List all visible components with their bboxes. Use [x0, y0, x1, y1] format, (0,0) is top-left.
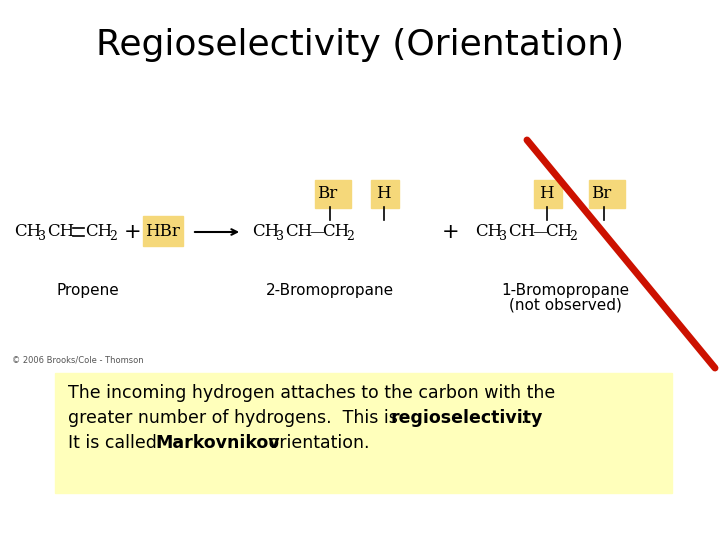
Text: orientation.: orientation. — [263, 434, 369, 452]
Text: .: . — [520, 409, 526, 427]
Text: CH: CH — [508, 224, 535, 240]
Text: CH: CH — [285, 224, 312, 240]
Text: +: + — [124, 222, 142, 242]
FancyBboxPatch shape — [315, 180, 351, 208]
Text: 3: 3 — [38, 231, 46, 244]
Text: Markovnikov: Markovnikov — [155, 434, 279, 452]
Text: H: H — [539, 186, 554, 202]
Text: 3: 3 — [276, 231, 284, 244]
Text: —: — — [532, 225, 547, 239]
Text: —: — — [309, 225, 324, 239]
Text: The incoming hydrogen attaches to the carbon with the: The incoming hydrogen attaches to the ca… — [68, 384, 555, 402]
Text: CH: CH — [322, 224, 349, 240]
Text: CH: CH — [47, 224, 74, 240]
Text: greater number of hydrogens.  This is: greater number of hydrogens. This is — [68, 409, 403, 427]
Text: regioselectivity: regioselectivity — [390, 409, 542, 427]
Text: +: + — [442, 222, 459, 242]
Text: CH: CH — [14, 224, 41, 240]
Text: CH: CH — [545, 224, 572, 240]
Text: CH: CH — [475, 224, 503, 240]
Text: CH: CH — [85, 224, 112, 240]
Text: 3: 3 — [499, 231, 507, 244]
Text: It is called: It is called — [68, 434, 163, 452]
Text: 2-Bromopropane: 2-Bromopropane — [266, 282, 394, 298]
Text: 2: 2 — [346, 231, 354, 244]
Text: Propene: Propene — [57, 282, 120, 298]
FancyBboxPatch shape — [143, 216, 183, 246]
Text: 2: 2 — [109, 231, 117, 244]
FancyBboxPatch shape — [534, 180, 562, 208]
Text: H: H — [376, 186, 391, 202]
Text: Regioselectivity (Orientation): Regioselectivity (Orientation) — [96, 28, 624, 62]
Text: Br: Br — [317, 186, 337, 202]
Text: 1-Bromopropane: 1-Bromopropane — [501, 282, 629, 298]
FancyBboxPatch shape — [371, 180, 399, 208]
Text: (not observed): (not observed) — [508, 298, 621, 313]
Text: Br: Br — [591, 186, 611, 202]
FancyBboxPatch shape — [55, 373, 672, 493]
Text: CH: CH — [252, 224, 279, 240]
Text: HBr: HBr — [145, 224, 180, 240]
FancyBboxPatch shape — [589, 180, 625, 208]
Text: © 2006 Brooks/Cole - Thomson: © 2006 Brooks/Cole - Thomson — [12, 355, 143, 364]
Text: 2: 2 — [569, 231, 577, 244]
